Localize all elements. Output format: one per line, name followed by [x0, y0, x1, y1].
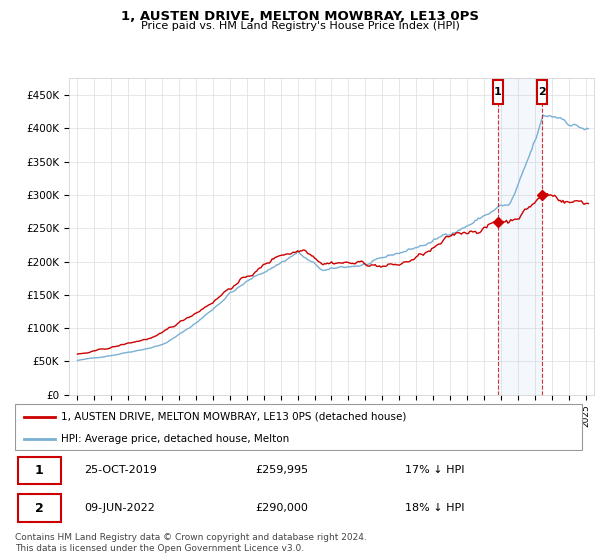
- FancyBboxPatch shape: [537, 80, 547, 104]
- Text: 1: 1: [494, 87, 502, 97]
- Text: 18% ↓ HPI: 18% ↓ HPI: [404, 503, 464, 513]
- Text: Price paid vs. HM Land Registry's House Price Index (HPI): Price paid vs. HM Land Registry's House …: [140, 21, 460, 31]
- Text: HPI: Average price, detached house, Melton: HPI: Average price, detached house, Melt…: [61, 434, 289, 444]
- Text: £290,000: £290,000: [256, 503, 308, 513]
- Text: 09-JUN-2022: 09-JUN-2022: [84, 503, 155, 513]
- Text: 1: 1: [35, 464, 43, 477]
- Text: £259,995: £259,995: [256, 465, 309, 475]
- Text: 1, AUSTEN DRIVE, MELTON MOWBRAY, LE13 0PS (detached house): 1, AUSTEN DRIVE, MELTON MOWBRAY, LE13 0P…: [61, 412, 406, 422]
- Text: 2: 2: [35, 502, 43, 515]
- FancyBboxPatch shape: [493, 80, 503, 104]
- Text: 1, AUSTEN DRIVE, MELTON MOWBRAY, LE13 0PS: 1, AUSTEN DRIVE, MELTON MOWBRAY, LE13 0P…: [121, 10, 479, 23]
- Text: 2: 2: [538, 87, 546, 97]
- FancyBboxPatch shape: [18, 456, 61, 484]
- Bar: [498, 78, 542, 395]
- Text: 25-OCT-2019: 25-OCT-2019: [84, 465, 157, 475]
- Text: Contains HM Land Registry data © Crown copyright and database right 2024.
This d: Contains HM Land Registry data © Crown c…: [15, 533, 367, 553]
- FancyBboxPatch shape: [15, 404, 582, 450]
- Text: 17% ↓ HPI: 17% ↓ HPI: [404, 465, 464, 475]
- FancyBboxPatch shape: [18, 494, 61, 522]
